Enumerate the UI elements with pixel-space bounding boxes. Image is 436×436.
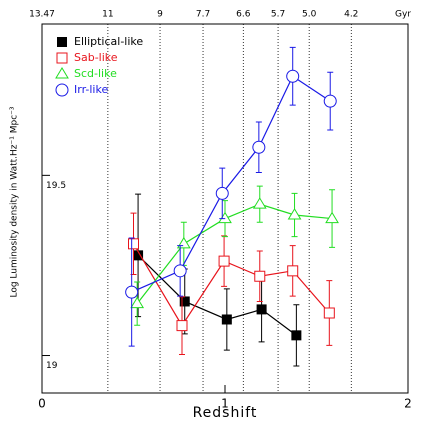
marker (133, 250, 144, 261)
legend-label: Irr-like (74, 83, 108, 96)
marker (176, 320, 188, 332)
marker (252, 197, 267, 209)
y-tick-label: 19 (46, 361, 58, 371)
series-line (137, 254, 297, 336)
x2-tick-label: 13.47 (29, 10, 55, 20)
y-tick-label: 19.5 (46, 181, 66, 191)
marker (125, 285, 139, 299)
marker (57, 37, 67, 47)
marker (325, 211, 339, 224)
marker (176, 236, 191, 249)
marker (218, 211, 232, 224)
x2-tick-label: 11 (102, 10, 113, 20)
series-line (132, 243, 330, 327)
marker (323, 94, 337, 108)
marker (252, 140, 266, 154)
legend-label: Scd-like (74, 67, 117, 80)
x-tick-label: 0 (38, 397, 46, 411)
marker (55, 67, 69, 79)
x2-tick-label: 5.7 (271, 10, 285, 20)
marker (287, 208, 302, 220)
marker (256, 304, 267, 315)
x-axis-label: Redshift (193, 405, 258, 421)
series-line (131, 75, 331, 293)
x2-tick-label: 9 (157, 10, 163, 20)
marker (128, 238, 139, 250)
y-axis-label: Log Luminosity density in Watt.Hz⁻¹ Mpc⁻… (10, 106, 20, 297)
x2-tick-label: 6.6 (236, 10, 251, 20)
x2-tick-label: 5.0 (302, 10, 317, 20)
marker (173, 264, 187, 278)
series-line (136, 203, 333, 305)
marker (179, 296, 190, 307)
marker (56, 52, 68, 64)
marker (215, 186, 229, 200)
x2-tick-label: 4.2 (344, 10, 358, 20)
x2-tick-label: 7.7 (196, 10, 210, 20)
marker (287, 265, 299, 277)
marker (286, 69, 300, 83)
x-tick-label: 1 (221, 397, 229, 411)
marker (254, 270, 266, 282)
marker (130, 296, 145, 309)
legend-label: Sab-like (74, 51, 118, 64)
marker (218, 255, 230, 267)
marker (291, 330, 302, 341)
marker (55, 83, 69, 97)
x-tick-label: 2 (404, 397, 412, 411)
marker (221, 314, 232, 325)
marker (323, 307, 335, 319)
x2-axis-label: Gyr (395, 10, 411, 20)
legend-label: Elliptical-like (74, 35, 143, 48)
